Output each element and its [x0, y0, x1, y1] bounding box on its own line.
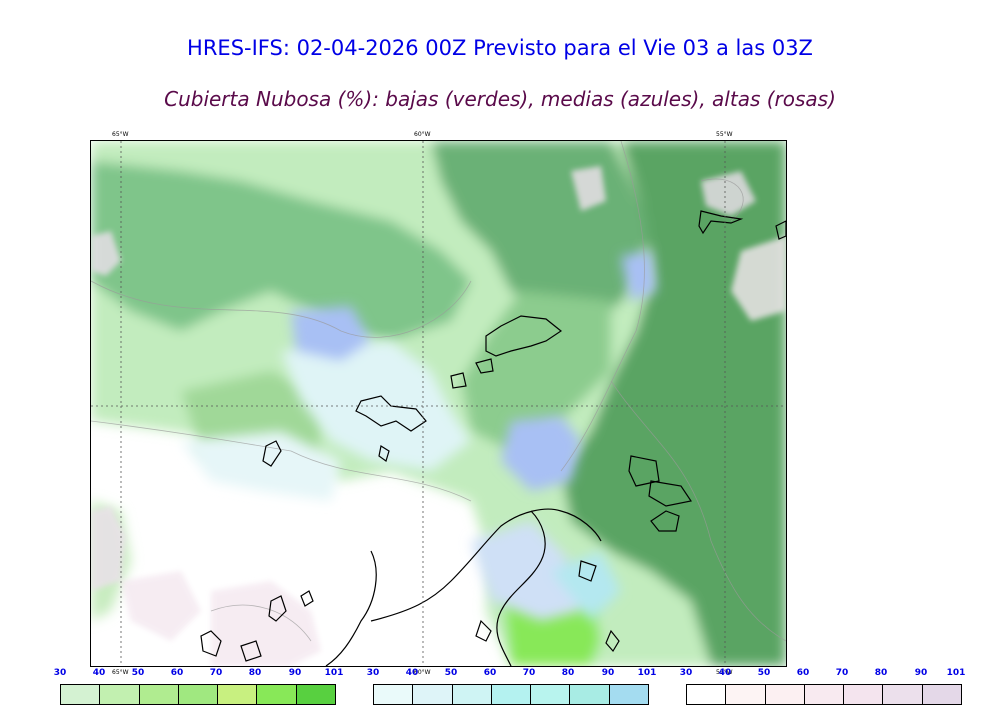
legend-swatch [257, 685, 297, 704]
legend-tick: 90 [914, 668, 928, 678]
legend-swatch [609, 685, 648, 704]
cloud-cover-map[interactable] [90, 140, 787, 667]
legend-swatch [296, 685, 335, 704]
legend-swatch [61, 685, 101, 704]
coastlines [200, 210, 786, 666]
legend-tick: 90 [601, 668, 615, 678]
legend-swatch [452, 685, 492, 704]
mid-cloud-layer [181, 251, 656, 621]
legend-tick: 101 [946, 668, 966, 678]
longitude-label-60w-top: 60°W [414, 131, 431, 138]
longitude-label-65w-bottom: 65°W [112, 669, 129, 676]
legend-tick: 70 [835, 668, 849, 678]
legend-swatch [687, 685, 727, 704]
lat-lon-grid [91, 141, 786, 666]
legend-tick: 50 [757, 668, 771, 678]
longitude-label-55w-top: 55°W [716, 131, 733, 138]
legend-swatch [491, 685, 532, 704]
legend-tick: 30 [679, 668, 693, 678]
longitude-label-65w-top: 65°W [112, 131, 129, 138]
legend-swatch [178, 685, 219, 704]
legend-swatch [844, 685, 884, 704]
legend-tick: 90 [288, 668, 302, 678]
legend-swatch [804, 685, 845, 704]
legend-swatch [922, 685, 961, 704]
contour-lines [91, 141, 786, 642]
legend-swatch [883, 685, 923, 704]
legend-swatch [100, 685, 140, 704]
legend-tick: 101 [324, 668, 344, 678]
legend-tick: 80 [248, 668, 262, 678]
legend-tick: 40 [405, 668, 419, 678]
legend-tick: 50 [131, 668, 145, 678]
legend-tick: 60 [796, 668, 810, 678]
legend-tick: 60 [483, 668, 497, 678]
cloud-cover-field [91, 141, 786, 666]
longitude-label-60w-bottom: 60°W [414, 669, 431, 676]
legend-swatch [218, 685, 258, 704]
legend-tick: 101 [637, 668, 657, 678]
map-title: HRES-IFS: 02-04-2026 00Z Previsto para e… [187, 36, 813, 60]
legend-tick: 40 [718, 668, 732, 678]
legend-swatch [139, 685, 179, 704]
high-cloud-layer [91, 166, 786, 666]
legend-tick: 60 [170, 668, 184, 678]
legend-high-clouds [686, 684, 962, 705]
legend-tick: 80 [874, 668, 888, 678]
legend-low-clouds [60, 684, 336, 705]
legend-swatch [765, 685, 805, 704]
legend-tick: 70 [209, 668, 223, 678]
legend-swatch [413, 685, 453, 704]
longitude-label-55w-bottom: 55°W [716, 669, 733, 676]
legend-tick: 30 [53, 668, 67, 678]
legend-tick: 40 [92, 668, 106, 678]
legend-tick: 50 [444, 668, 458, 678]
legend-swatch [531, 685, 571, 704]
legend-swatch [726, 685, 766, 704]
map-subtitle: Cubierta Nubosa (%): bajas (verdes), med… [164, 87, 836, 111]
legend-tick: 30 [366, 668, 380, 678]
legend-swatch [570, 685, 610, 704]
legend-tick: 70 [522, 668, 536, 678]
legend-tick: 80 [561, 668, 575, 678]
legend-swatch [374, 685, 414, 704]
legend-mid-clouds [373, 684, 649, 705]
